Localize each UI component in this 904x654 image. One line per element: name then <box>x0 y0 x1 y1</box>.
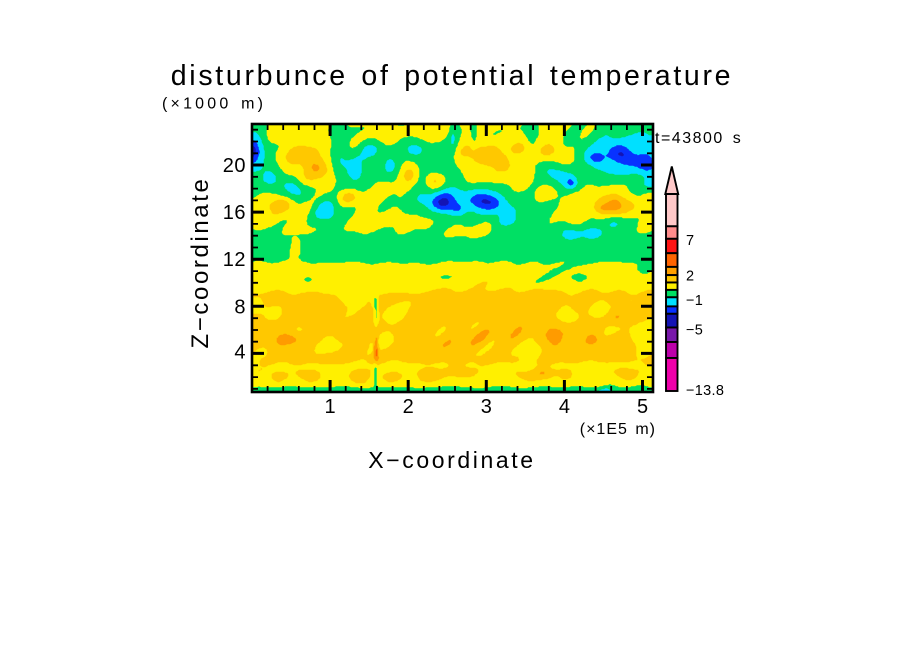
svg-text:7: 7 <box>686 233 694 249</box>
svg-text:12: 12 <box>223 249 246 271</box>
svg-text:t=43800 s: t=43800 s <box>655 130 742 147</box>
svg-text:−5: −5 <box>686 323 703 339</box>
svg-text:disturbunce of potential tempe: disturbunce of potential temperature <box>171 60 733 92</box>
svg-text:−1: −1 <box>686 293 703 309</box>
svg-text:Z−coordinate: Z−coordinate <box>187 177 214 349</box>
svg-text:(×1000 m): (×1000 m) <box>162 96 266 113</box>
svg-text:4: 4 <box>234 342 246 364</box>
svg-text:2: 2 <box>686 269 694 285</box>
svg-text:16: 16 <box>223 202 246 224</box>
svg-text:1: 1 <box>325 396 336 418</box>
svg-text:X−coordinate: X−coordinate <box>368 447 535 473</box>
svg-text:5: 5 <box>637 396 648 418</box>
svg-text:−13.8: −13.8 <box>686 383 724 399</box>
svg-text:8: 8 <box>234 296 246 318</box>
svg-text:2: 2 <box>403 396 414 418</box>
svg-text:20: 20 <box>223 155 246 177</box>
svg-text:(×1E5 m): (×1E5 m) <box>580 421 656 438</box>
svg-text:3: 3 <box>481 396 492 418</box>
svg-text:4: 4 <box>559 396 570 418</box>
